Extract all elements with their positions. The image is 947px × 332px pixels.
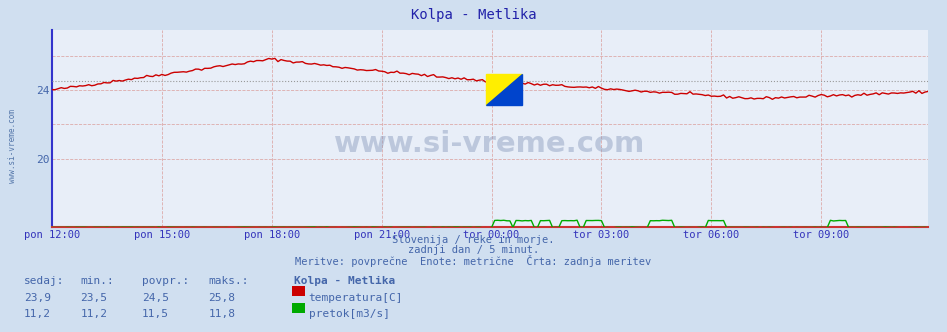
Text: www.si-vreme.com: www.si-vreme.com [334,130,646,158]
Text: Kolpa - Metlika: Kolpa - Metlika [294,276,395,286]
Text: 25,8: 25,8 [208,293,236,303]
Text: 23,5: 23,5 [80,293,108,303]
Text: 23,9: 23,9 [24,293,51,303]
Text: 11,2: 11,2 [24,309,51,319]
Text: 11,2: 11,2 [80,309,108,319]
Text: maks.:: maks.: [208,276,249,286]
Text: zadnji dan / 5 minut.: zadnji dan / 5 minut. [408,245,539,255]
Text: sedaj:: sedaj: [24,276,64,286]
Text: Kolpa - Metlika: Kolpa - Metlika [411,8,536,22]
Text: temperatura[C]: temperatura[C] [309,293,403,303]
Text: www.si-vreme.com: www.si-vreme.com [8,109,17,183]
Text: pretok[m3/s]: pretok[m3/s] [309,309,390,319]
Text: min.:: min.: [80,276,115,286]
Text: Meritve: povprečne  Enote: metrične  Črta: zadnja meritev: Meritve: povprečne Enote: metrične Črta:… [295,255,652,267]
Text: 11,5: 11,5 [142,309,170,319]
Text: povpr.:: povpr.: [142,276,189,286]
Polygon shape [486,74,523,105]
Text: 11,8: 11,8 [208,309,236,319]
Text: 24,5: 24,5 [142,293,170,303]
Polygon shape [486,74,523,105]
Text: Slovenija / reke in morje.: Slovenija / reke in morje. [392,235,555,245]
